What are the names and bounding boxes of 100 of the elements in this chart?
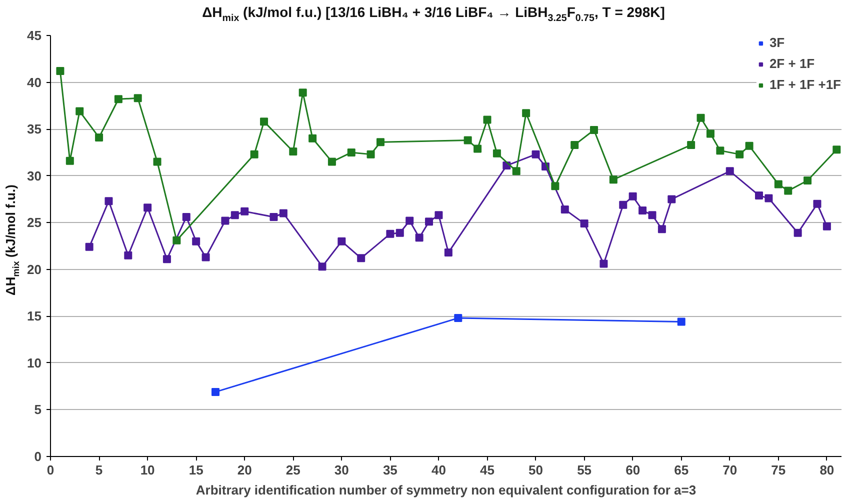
legend-label: 3F <box>769 35 786 50</box>
point <box>755 191 764 200</box>
point <box>56 67 64 76</box>
x-tick-label: 40 <box>431 462 446 478</box>
point <box>822 222 831 230</box>
point <box>794 228 802 237</box>
point <box>415 234 424 242</box>
point <box>298 88 307 97</box>
point <box>124 251 132 260</box>
y-tick-label: 30 <box>27 168 42 184</box>
point <box>474 144 482 153</box>
point <box>774 180 782 188</box>
point <box>425 218 434 226</box>
point <box>551 182 560 190</box>
point <box>76 107 84 116</box>
point <box>590 126 598 134</box>
x-tick-label: 10 <box>140 462 155 478</box>
y-tick-label: 0 <box>34 449 42 464</box>
x-tick-label: 75 <box>771 462 786 478</box>
point <box>192 237 200 246</box>
legend-label: 1F + 1F +1F <box>769 77 841 92</box>
point <box>162 255 171 264</box>
x-tick-label: 20 <box>237 462 252 478</box>
point <box>85 242 94 251</box>
point <box>687 140 696 149</box>
point <box>696 114 705 122</box>
y-tick-label: 40 <box>27 74 42 90</box>
point <box>804 176 812 185</box>
point <box>66 156 74 165</box>
point <box>454 314 462 322</box>
point <box>153 158 162 166</box>
x-tick-label: 60 <box>626 462 640 478</box>
point <box>609 176 618 184</box>
point <box>736 150 744 158</box>
legend-label: 2F + 1F <box>769 56 815 71</box>
point <box>600 260 608 268</box>
point <box>386 230 394 238</box>
point <box>532 150 540 158</box>
y-tick-label: 20 <box>27 262 42 277</box>
point <box>648 211 656 220</box>
x-tick-label: 15 <box>188 462 204 478</box>
point <box>560 206 569 214</box>
point <box>706 130 714 138</box>
point <box>144 204 152 212</box>
point <box>444 248 452 257</box>
point <box>221 216 230 225</box>
x-tick-label: 30 <box>334 462 349 478</box>
x-axis-title: Arbitrary identification number of symmetry non equivalent configuration for a=3 <box>196 482 696 498</box>
x-tick-label: 55 <box>577 462 592 478</box>
point <box>318 262 326 271</box>
point <box>114 95 122 104</box>
point <box>260 118 268 126</box>
point <box>570 140 579 149</box>
x-tick-label: 70 <box>722 462 738 478</box>
point <box>464 136 472 144</box>
point <box>182 213 190 221</box>
point <box>745 142 754 150</box>
point <box>104 197 113 206</box>
y-tick-label: 35 <box>27 122 42 137</box>
x-tick-label: 25 <box>286 462 300 478</box>
point <box>784 186 792 195</box>
x-tick-label: 65 <box>674 462 689 478</box>
x-tick-label: 35 <box>382 462 398 478</box>
point <box>512 167 520 176</box>
point <box>308 134 317 142</box>
x-tick-label: 80 <box>820 462 834 478</box>
point <box>406 216 414 225</box>
point <box>764 194 773 202</box>
point <box>357 254 366 262</box>
x-tick-label: 0 <box>46 462 54 478</box>
y-tick-label: 25 <box>27 215 42 230</box>
x-tick-label: 5 <box>95 462 103 478</box>
point <box>376 138 384 146</box>
point <box>338 237 346 246</box>
x-tick-label: 50 <box>528 462 544 478</box>
point <box>638 206 647 214</box>
point <box>279 209 288 218</box>
point <box>230 211 239 220</box>
point <box>668 195 676 204</box>
point <box>211 388 220 396</box>
point <box>434 211 443 220</box>
point <box>677 318 686 326</box>
point <box>328 158 336 166</box>
y-tick-label: 45 <box>27 28 42 43</box>
point <box>716 146 724 155</box>
y-tick-label: 5 <box>34 402 42 418</box>
x-tick-label: 45 <box>480 462 494 478</box>
point <box>726 167 734 176</box>
point <box>289 148 298 156</box>
point <box>522 109 530 118</box>
point <box>832 146 841 154</box>
chart-title: ΔH$_{mix}$ (kJ/mol f.u.) [13/16 LiBH₄ + 3/16 LiBF₄ → LiBH$_{3.25}$F$_{0.75}$, T = 298K] <box>201 4 666 24</box>
point <box>813 200 822 208</box>
point <box>172 236 181 244</box>
point <box>250 150 258 158</box>
point <box>134 94 142 102</box>
point <box>483 116 492 124</box>
point <box>628 192 637 200</box>
point <box>492 149 501 158</box>
point <box>580 220 588 228</box>
